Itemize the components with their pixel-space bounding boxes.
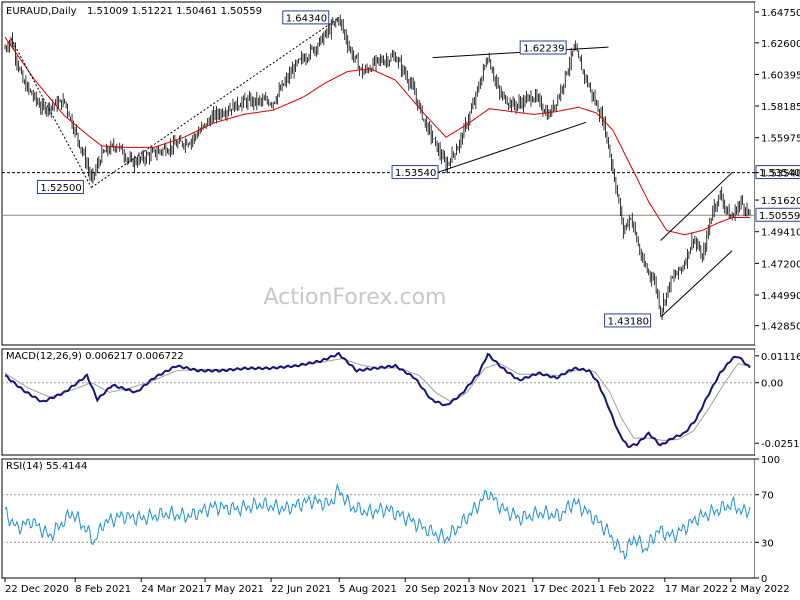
price-level-label: 1.52500: [36, 179, 84, 194]
price-level-text: 1.62239: [523, 43, 564, 54]
price-y-tick-label: 1.58185: [761, 102, 800, 113]
price-level-box: [604, 313, 652, 328]
rsi-y-tick-label: 0: [761, 574, 767, 585]
price-y-tick-label: 1.64750: [761, 8, 800, 19]
x-tick-label: 3 Nov 2021: [469, 584, 527, 595]
price-pane-frame: [1, 1, 756, 346]
macd-pane-frame: [1, 348, 756, 456]
x-tick-label: 7 May 2021: [205, 584, 264, 595]
macd-line: [4, 351, 751, 449]
macd-y-tick-label: 0.00: [761, 379, 783, 390]
price-level-label: 1.43180: [604, 313, 652, 328]
macd-panel-title: MACD(12,26,9) 0.006217 0.006722: [6, 351, 184, 362]
x-tick-label: 17 Mar 2022: [665, 584, 728, 595]
x-tick-label: 5 Aug 2021: [339, 584, 397, 595]
trend-line: [436, 121, 587, 174]
rsi-panel-title: RSI(14) 55.4144: [6, 461, 87, 472]
price-level-text: 1.52500: [40, 183, 81, 194]
price-y-tick-label: 1.44990: [761, 291, 800, 302]
x-tick-label: 8 Feb 2021: [75, 584, 131, 595]
moving-average-line: [4, 36, 750, 236]
trend-line: [91, 17, 340, 188]
price-level-box: [519, 40, 567, 55]
price-y-tick-label: 1.47200: [761, 259, 800, 270]
x-tick-label: 17 Dec 2021: [533, 584, 597, 595]
price-panel-title: EURAUD,Daily: [6, 6, 77, 17]
rsi-y-tick-label: 70: [761, 491, 774, 502]
rsi-y-tick-label: 30: [761, 538, 774, 549]
rsi-line: [4, 482, 751, 561]
x-tick-label: 1 Feb 2022: [599, 584, 655, 595]
trend-line: [10, 38, 92, 188]
price-level-text: 1.53540: [395, 168, 436, 179]
price-level-box: [755, 207, 800, 222]
x-tick-label: 22 Dec 2020: [5, 584, 69, 595]
macd-axis-area: [755, 349, 800, 455]
price-level-text: 1.43180: [608, 316, 649, 327]
rsi-axis-area: [755, 459, 800, 578]
price-level-label: 1.64340: [282, 10, 330, 25]
watermark: ActionForex.com: [264, 285, 447, 310]
price-level-label: 1.53540: [391, 165, 439, 180]
trend-line: [660, 250, 733, 318]
rsi-y-tick-label: 100: [761, 455, 780, 466]
x-tick-label: 24 Mar 2021: [141, 584, 204, 595]
price-y-tick-label: 1.42850: [761, 322, 800, 333]
price-level-box: [282, 10, 330, 25]
price-y-tick-label: 1.51620: [761, 196, 800, 207]
price-level-text: 1.53540: [759, 168, 800, 179]
price-level-box: [36, 179, 84, 194]
macd-y-tick-label: -0.025117: [761, 439, 800, 450]
trend-line: [660, 172, 733, 241]
price-level-box: [391, 165, 439, 180]
price-y-tick-label: 1.55975: [761, 134, 800, 145]
price-level-label: 1.50559: [755, 207, 800, 222]
price-y-tick-label: 1.60395: [761, 70, 800, 81]
price-y-tick-label: 1.49410: [761, 228, 800, 239]
rsi-pane-frame: [1, 458, 756, 579]
price-level-text: 1.64340: [286, 13, 327, 24]
ohlc-readout: 1.51009 1.51221 1.50461 1.50559: [87, 6, 262, 17]
macd-y-tick-label: 0.011168: [761, 352, 800, 363]
price-level-label: 1.62239: [519, 40, 567, 55]
price-level-text: 1.50559: [759, 211, 800, 222]
x-tick-label: 2 May 2022: [731, 584, 790, 595]
price-y-tick-label: 1.62600: [761, 39, 800, 50]
x-tick-label: 22 Jun 2021: [271, 584, 331, 595]
x-tick-label: 20 Sep 2021: [405, 584, 468, 595]
price-y-tick-label: 1.53540: [761, 169, 800, 180]
